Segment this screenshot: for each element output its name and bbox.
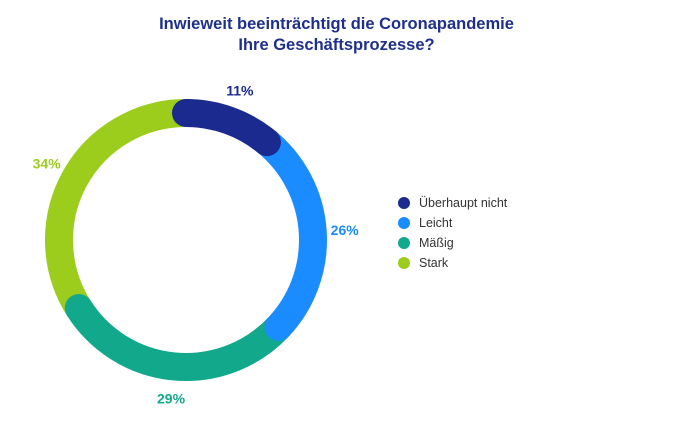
legend-item-leicht: Leicht [398, 213, 507, 233]
donut-segment-maessig [64, 294, 293, 381]
chart-title-line-2: Ihre Geschäftsprozesse? [238, 36, 435, 54]
donut-segment-leicht [252, 128, 327, 341]
pct-label-ueberhaupt-nicht: 11% [226, 82, 254, 98]
legend-label: Mäßig [419, 236, 454, 250]
chart-legend: Überhaupt nicht Leicht Mäßig Stark [398, 193, 507, 273]
chart-title: Inwieweit beeinträchtigt die Coronapande… [0, 14, 673, 56]
donut-segment-stark [45, 99, 200, 323]
donut-segment-ueberhaupt-nicht [172, 99, 281, 157]
legend-item-stark: Stark [398, 253, 507, 273]
legend-item-maessig: Mäßig [398, 233, 507, 253]
chart-title-line-1: Inwieweit beeinträchtigt die Coronapande… [159, 15, 514, 33]
legend-label: Stark [419, 256, 449, 270]
pct-label-stark: 34% [33, 155, 62, 171]
legend-swatch [398, 217, 410, 229]
pct-label-leicht: 26% [331, 222, 360, 238]
legend-label: Leicht [419, 216, 453, 230]
legend-swatch [398, 197, 410, 209]
legend-label: Überhaupt nicht [419, 196, 508, 210]
legend-swatch [398, 237, 410, 249]
legend-item-ueberhaupt-nicht: Überhaupt nicht [398, 193, 507, 213]
legend-swatch [398, 257, 410, 269]
pct-label-maessig: 29% [157, 390, 186, 406]
